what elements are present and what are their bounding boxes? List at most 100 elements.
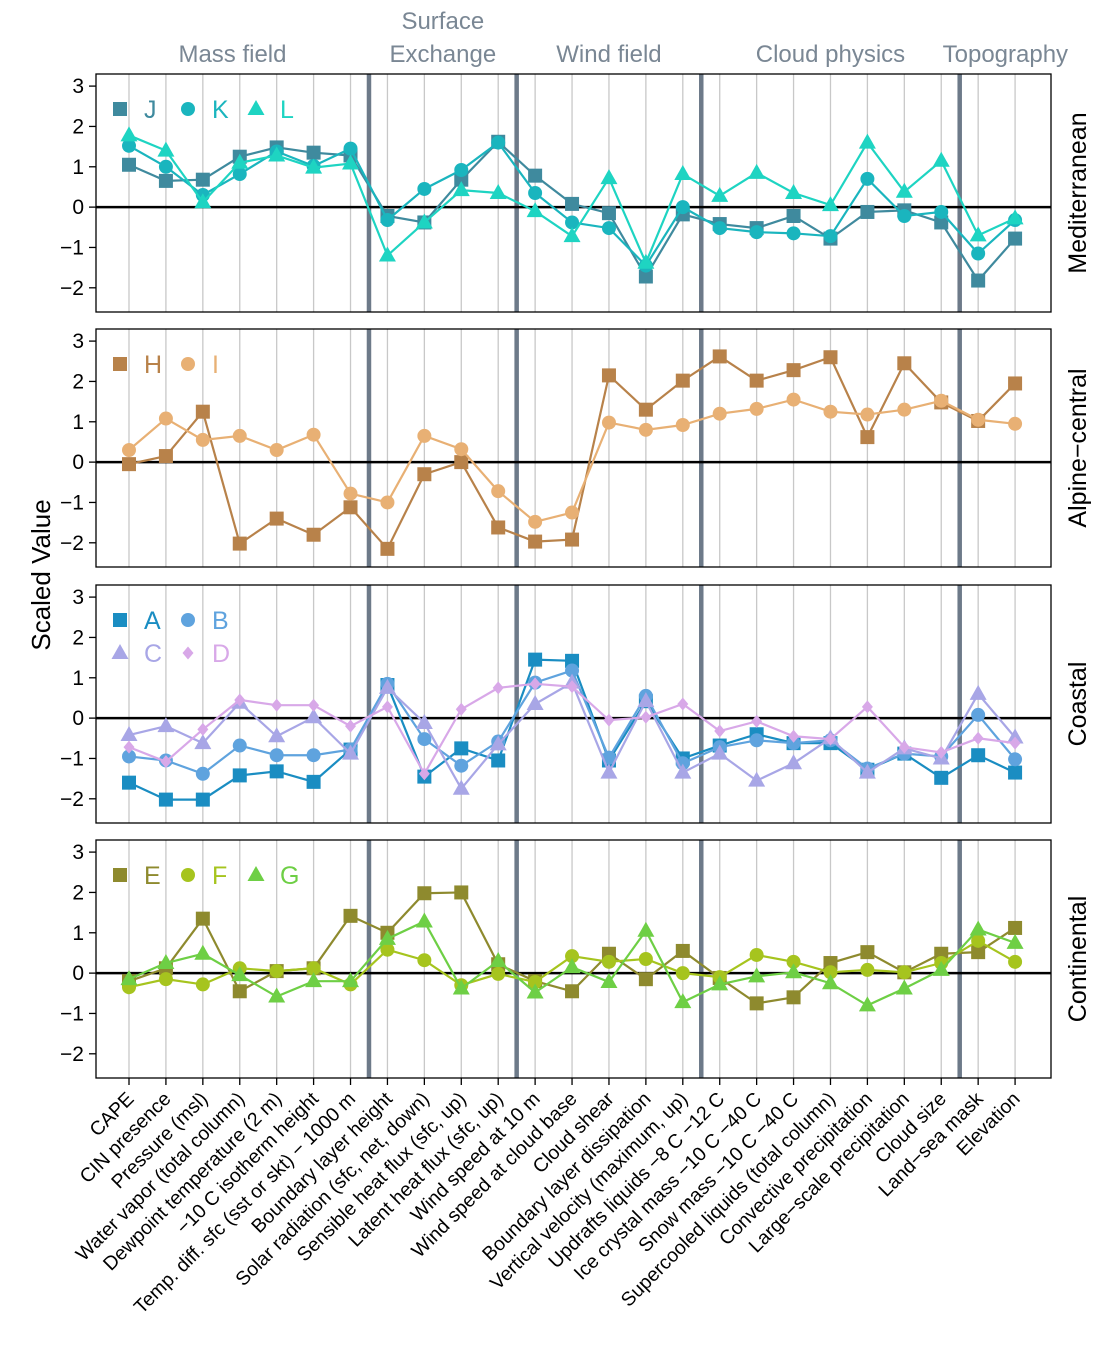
data-point	[454, 455, 469, 470]
data-point	[565, 949, 580, 964]
data-point	[637, 921, 655, 937]
data-point	[491, 753, 506, 768]
data-point	[417, 953, 432, 968]
data-point	[897, 965, 912, 980]
data-point	[821, 196, 839, 212]
data-point	[232, 984, 247, 999]
data-point	[897, 402, 912, 417]
data-point	[971, 246, 986, 261]
data-point	[972, 731, 984, 745]
data-point	[122, 157, 136, 172]
data-point	[120, 726, 138, 742]
data-point	[158, 449, 173, 464]
data-point	[526, 695, 544, 710]
data-point	[749, 947, 764, 962]
data-point	[860, 945, 875, 960]
data-point	[454, 442, 469, 457]
data-point	[934, 215, 949, 230]
data-point	[231, 153, 249, 169]
data-point	[345, 719, 357, 733]
data-point	[489, 735, 507, 751]
data-point	[452, 181, 470, 197]
panel: −2 −1 0 1 2 3 Continental E F G	[60, 839, 1092, 1079]
data-point	[306, 145, 321, 160]
data-point	[232, 738, 247, 753]
data-point	[565, 984, 580, 999]
data-point	[247, 100, 265, 115]
data-point	[786, 208, 801, 223]
data-point	[858, 763, 876, 779]
data-point	[674, 993, 692, 1009]
data-point	[195, 172, 210, 187]
data-point	[638, 972, 653, 987]
group-label: Topography	[943, 41, 1068, 68]
data-point	[529, 677, 541, 691]
data-point	[563, 227, 581, 243]
data-point	[381, 700, 393, 714]
group-label: Exchange	[389, 41, 496, 68]
data-point	[415, 713, 433, 729]
data-point	[600, 972, 618, 988]
y-tick-label: 3	[72, 330, 84, 353]
data-point	[194, 734, 212, 750]
data-point	[418, 767, 430, 781]
data-point	[563, 958, 581, 974]
data-point	[785, 963, 803, 979]
data-point	[712, 221, 727, 236]
data-point	[122, 138, 136, 153]
data-point	[674, 165, 692, 181]
data-point	[492, 681, 504, 695]
data-point	[269, 443, 284, 458]
data-point	[417, 467, 432, 482]
data-point	[971, 945, 986, 960]
group-labels: Mass field Surface Exchange Wind field Cloud…	[178, 8, 1068, 68]
y-tick-label: 0	[72, 196, 84, 219]
group-label: Mass field	[178, 41, 286, 68]
data-point	[935, 745, 947, 759]
data-point	[675, 943, 690, 958]
data-point	[1008, 416, 1023, 431]
data-point	[897, 356, 912, 371]
data-point	[122, 457, 136, 472]
data-point	[122, 443, 136, 458]
panel: −2 −1 0 1 2 3 Coastal A B C D	[60, 584, 1092, 824]
data-point	[158, 159, 173, 174]
data-point	[343, 486, 358, 501]
data-point	[181, 868, 195, 882]
data-point	[601, 368, 616, 383]
data-point	[194, 944, 212, 960]
data-point	[120, 970, 138, 986]
data-point	[305, 708, 323, 724]
series	[122, 392, 1023, 529]
data-point	[113, 613, 127, 627]
data-point	[971, 273, 986, 288]
data-point	[489, 184, 507, 199]
data-point	[601, 221, 616, 236]
data-point	[824, 732, 836, 746]
data-point	[454, 163, 469, 178]
panel-label: Mediterranean	[1064, 112, 1092, 273]
y-tick-label: 2	[72, 115, 84, 138]
y-tick-label: 3	[72, 586, 84, 609]
data-point	[231, 966, 249, 982]
data-point	[342, 972, 360, 988]
legend-label: I	[212, 351, 219, 379]
series	[122, 135, 1023, 273]
data-point	[677, 697, 689, 711]
data-point	[268, 146, 286, 162]
data-point	[1006, 933, 1024, 949]
series	[120, 126, 1024, 269]
data-point	[897, 208, 912, 223]
y-tick-label: −2	[60, 277, 84, 300]
data-point	[158, 792, 173, 807]
data-point	[415, 213, 433, 229]
series	[123, 677, 1021, 781]
data-point	[638, 269, 653, 284]
data-point	[232, 536, 247, 551]
data-point	[1009, 736, 1021, 750]
data-point	[122, 749, 136, 764]
data-point	[748, 771, 766, 787]
data-point	[1008, 765, 1023, 780]
data-point	[232, 428, 247, 443]
